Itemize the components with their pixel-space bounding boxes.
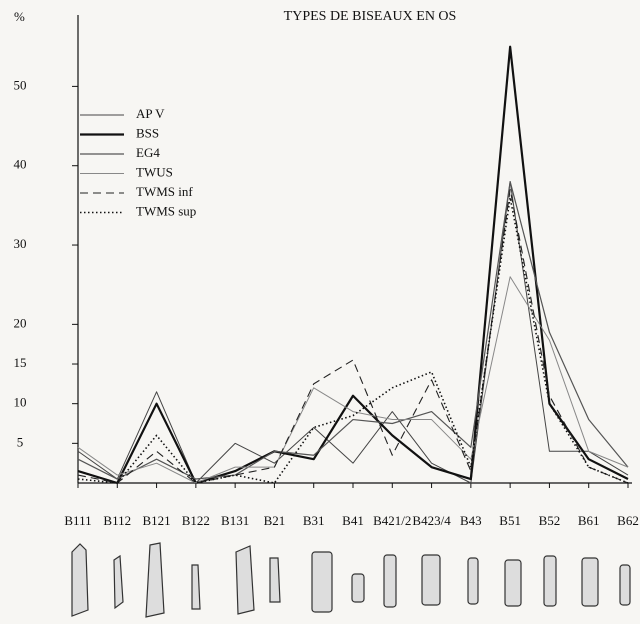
x-tick-label: B43 <box>460 513 482 528</box>
x-tick-label: B122 <box>182 513 210 528</box>
y-axis-label: % <box>14 9 25 24</box>
legend-label: EG4 <box>136 145 160 160</box>
legend-label: BSS <box>136 125 159 140</box>
y-tick-label: 20 <box>14 315 27 330</box>
x-tick-label: B52 <box>539 513 561 528</box>
bone-illustrations <box>71 542 631 618</box>
y-tick-label: 40 <box>14 157 27 172</box>
series-line <box>77 45 629 485</box>
y-tick-label: 50 <box>14 77 27 92</box>
legend-label: AP V <box>136 106 165 121</box>
x-tick-label: B41 <box>342 513 364 528</box>
x-tick-label: B111 <box>64 513 91 528</box>
x-tick-label: B421/2 <box>373 513 411 528</box>
y-tick-label: 5 <box>17 434 24 449</box>
chart-title: TYPES DE BISEAUX EN OS <box>284 9 457 24</box>
y-tick-label: 10 <box>14 395 27 410</box>
x-tick-label: B31 <box>303 513 325 528</box>
legend-label: TWMS inf <box>136 184 193 199</box>
legend-label: TWUS <box>136 164 173 179</box>
series-line <box>77 188 629 484</box>
legend-label: TWMS sup <box>136 203 196 218</box>
x-tick-label: B131 <box>221 513 249 528</box>
x-tick-label: B61 <box>578 513 600 528</box>
x-tick-label: B423/4 <box>412 513 451 528</box>
x-tick-label: B121 <box>142 513 170 528</box>
y-tick-label: 15 <box>14 355 27 370</box>
series-line <box>77 180 629 480</box>
x-tick-label: B21 <box>264 513 286 528</box>
x-tick-label: B51 <box>499 513 521 528</box>
series-line <box>77 276 629 484</box>
y-tick-label: 30 <box>14 236 27 251</box>
x-tick-label: B112 <box>103 513 131 528</box>
x-tick-label: B62 <box>617 513 639 528</box>
series-line <box>77 181 629 484</box>
series-line <box>77 196 629 484</box>
